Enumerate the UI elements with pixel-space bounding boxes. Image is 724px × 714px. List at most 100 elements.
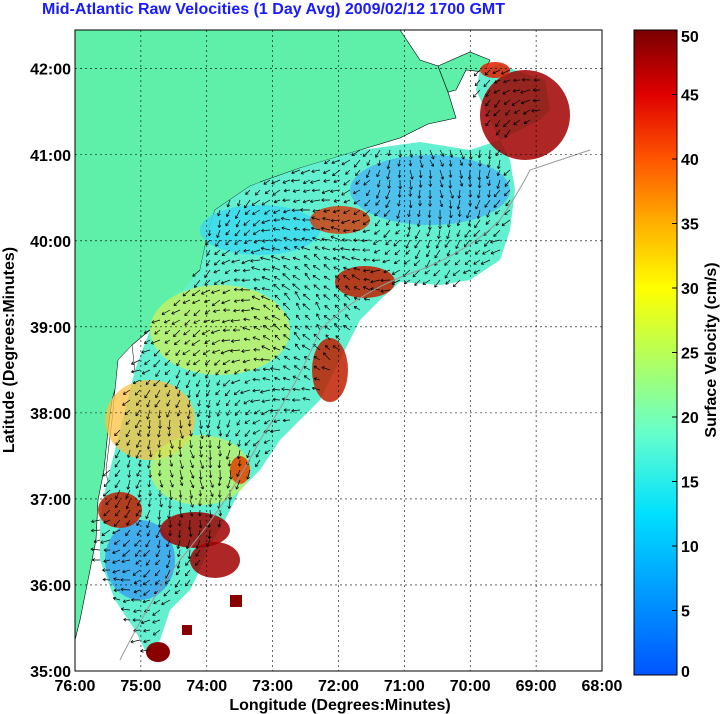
velocity-arrow	[198, 469, 203, 480]
velocity-arrow	[403, 279, 411, 285]
velocity-arrow	[195, 539, 201, 549]
velocity-arrow	[204, 299, 211, 304]
velocity-arrow	[272, 189, 281, 196]
colorbar-tick-label: 20	[681, 410, 699, 427]
velocity-arrow	[397, 169, 402, 178]
velocity-arrow	[235, 429, 241, 437]
velocity-arrow	[505, 109, 511, 116]
velocity-arrow	[221, 338, 231, 343]
velocity-arrow	[341, 219, 351, 224]
velocity-arrow	[217, 219, 222, 228]
velocity-arrow	[393, 259, 401, 264]
velocity-arrow	[272, 387, 281, 392]
velocity-arrow	[383, 209, 391, 217]
velocity-arrow	[102, 568, 111, 573]
velocity-arrow	[197, 509, 202, 517]
velocity-arrow	[353, 199, 361, 205]
velocity-arrow	[397, 189, 402, 198]
velocity-arrow	[206, 419, 211, 429]
y-axis-label: Latitude (Degrees:Minutes)	[1, 247, 18, 453]
velocity-arrow	[235, 479, 241, 490]
velocity-arrow	[293, 227, 301, 231]
velocity-arrow	[398, 179, 403, 190]
velocity-arrow	[477, 149, 482, 159]
velocity-arrow	[273, 209, 281, 214]
velocity-arrow	[250, 259, 261, 263]
velocity-arrow	[142, 579, 151, 586]
velocity-arrow	[233, 278, 241, 282]
velocity-arrow	[192, 369, 201, 377]
velocity-arrow	[156, 539, 161, 549]
velocity-arrow	[449, 149, 454, 158]
velocity-arrow	[261, 286, 271, 291]
velocity-arrow	[409, 179, 413, 190]
velocity-arrow	[260, 357, 271, 362]
velocity-arrow	[233, 389, 241, 396]
velocity-arrow	[486, 209, 491, 218]
velocity-arrow	[505, 199, 511, 207]
velocity-arrow	[323, 256, 331, 261]
velocity-arrow	[152, 629, 161, 636]
velocity-arrow	[195, 389, 201, 398]
velocity-arrow	[376, 169, 381, 178]
velocity-arrow	[158, 420, 162, 429]
velocity-arrow	[480, 259, 491, 265]
velocity-arrow	[262, 367, 271, 372]
velocity-arrow	[325, 334, 331, 341]
velocity-arrow	[185, 539, 191, 550]
velocity-arrow	[444, 259, 451, 266]
velocity-arrow	[211, 339, 221, 345]
velocity-arrow	[218, 449, 223, 457]
velocity-arrow	[261, 409, 271, 416]
velocity-arrow	[208, 469, 213, 479]
velocity-arrow	[503, 169, 511, 176]
colorbar-tick-label: 15	[681, 475, 699, 492]
velocity-arrow	[292, 189, 301, 193]
velocity-arrow	[366, 159, 371, 166]
velocity-arrow	[157, 459, 162, 467]
velocity-arrow	[141, 369, 151, 375]
velocity-arrow	[240, 389, 251, 395]
velocity-arrow	[493, 109, 501, 117]
velocity-arrow	[467, 219, 472, 227]
velocity-arrow	[230, 319, 241, 323]
velocity-arrow	[132, 379, 141, 385]
velocity-arrow	[234, 209, 241, 219]
velocity-arrow	[214, 359, 221, 366]
velocity-arrow	[272, 346, 281, 351]
velocity-arrow	[464, 229, 471, 238]
velocity-arrow	[473, 229, 481, 237]
velocity-arrow	[353, 209, 361, 215]
velocity-arrow	[155, 369, 161, 378]
velocity-arrow	[496, 159, 501, 170]
velocity-arrow	[157, 469, 162, 477]
velocity-arrow	[146, 439, 151, 450]
velocity-arrow	[223, 308, 231, 313]
cape-cod	[437, 51, 491, 93]
velocity-arrow	[351, 219, 361, 224]
velocity-arrow	[320, 226, 331, 231]
velocity-arrow	[217, 479, 222, 487]
velocity-arrow	[189, 459, 194, 469]
velocity-arrow	[473, 69, 481, 77]
velocity-arrow	[113, 519, 121, 527]
velocity-arrow	[467, 169, 472, 180]
velocity-arrow	[193, 309, 201, 317]
velocity-arrow	[199, 419, 203, 429]
velocity-arrow	[159, 479, 164, 488]
velocity-arrow	[252, 336, 261, 341]
velocity-arrow	[114, 479, 121, 489]
velocity-arrow	[168, 449, 173, 458]
velocity-arrow	[454, 259, 461, 266]
velocity-arrow	[380, 289, 391, 293]
velocity-arrow	[415, 249, 421, 260]
velocity-arrow	[387, 149, 391, 157]
velocity-arrow	[91, 519, 101, 524]
velocity-arrow	[193, 279, 201, 288]
velocity-arrow	[178, 439, 182, 450]
velocity-arrow	[303, 375, 311, 381]
velocity-arrow	[185, 559, 191, 566]
velocity-arrow	[208, 439, 212, 449]
velocity-arrow	[208, 449, 213, 461]
velocity-arrow	[147, 499, 152, 507]
